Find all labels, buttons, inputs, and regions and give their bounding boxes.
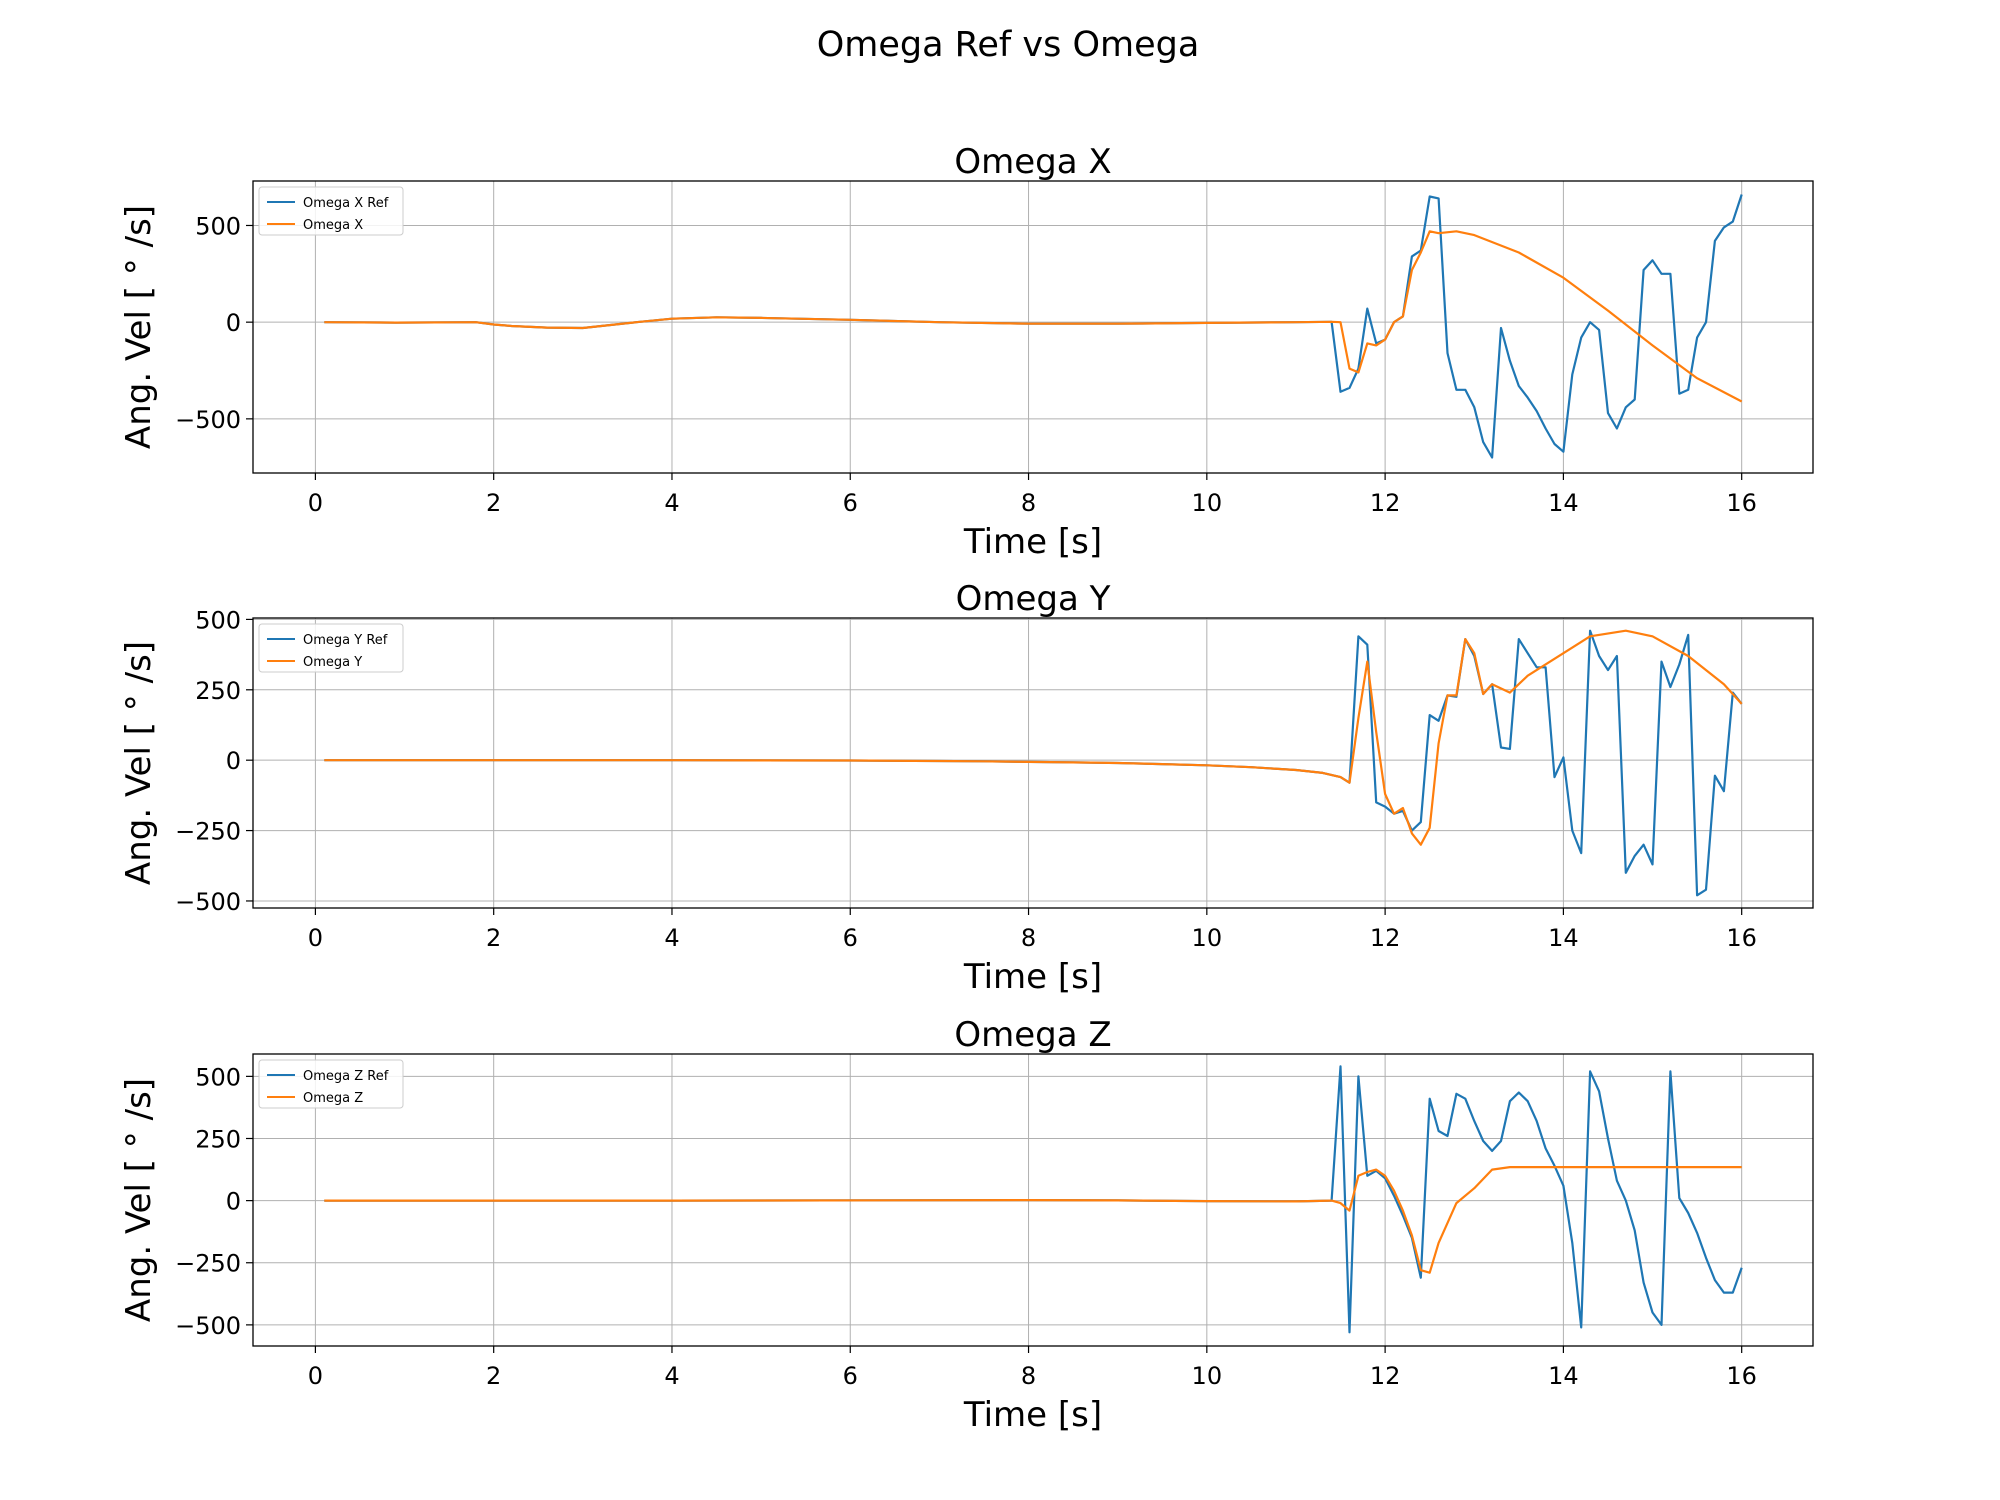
legend: Omega Z Ref Omega Z	[258, 1059, 404, 1109]
x-tick-label: 4	[664, 924, 679, 952]
x-tick-label: 6	[843, 924, 858, 952]
legend-entry: Omega Z	[303, 1091, 363, 1106]
x-tick-label: 0	[308, 1362, 323, 1390]
figure-title: Omega Ref vs Omega	[817, 25, 1200, 65]
y-tick-label: −500	[175, 888, 241, 916]
x-tick-label: 10	[1192, 1362, 1223, 1390]
x-tick-label: 12	[1370, 924, 1401, 952]
legend-entry: Omega Y Ref	[303, 633, 388, 648]
y-tick-label: 250	[195, 677, 241, 705]
x-tick-label: 2	[486, 489, 501, 517]
y-tick-label: −250	[175, 1250, 241, 1278]
x-tick-label: 6	[843, 1362, 858, 1390]
x-tick-label: 12	[1370, 489, 1401, 517]
x-tick-label: 4	[664, 1362, 679, 1390]
y-tick-label: −500	[175, 406, 241, 434]
axes-frame	[252, 617, 1814, 909]
axes-frame	[252, 1053, 1814, 1347]
subplot-title: Omega X	[954, 142, 1111, 182]
x-axis-label: Time [s]	[963, 957, 1102, 997]
x-tick-label: 10	[1192, 489, 1223, 517]
x-tick-label: 2	[486, 924, 501, 952]
subplot-title: Omega Z	[954, 1015, 1111, 1055]
y-tick-label: 0	[226, 747, 241, 775]
legend: Omega Y Ref Omega Y	[258, 623, 404, 673]
x-tick-label: 16	[1726, 1362, 1757, 1390]
x-tick-label: 2	[486, 1362, 501, 1390]
x-tick-label: 12	[1370, 1362, 1401, 1390]
subplot-title: Omega Y	[956, 579, 1111, 619]
x-tick-label: 14	[1548, 489, 1579, 517]
y-tick-label: 250	[195, 1125, 241, 1153]
series-line-omega-y	[324, 629, 1743, 846]
subplots: 0 2 4 6 8 10 12 14 16 −500 0 500 Omega X Time [s] Ang.…	[119, 142, 1814, 1435]
subplot-1: 0 2 4 6 8 10 12 14 16 −500 0 500 Omega X Time [s] Ang.…	[119, 142, 1814, 562]
subplot-2: 0 2 4 6 8 10 12 14 16 −500 −250 0 250 500 Omega Y Time …	[119, 579, 1814, 997]
x-tick-label: 8	[1021, 924, 1036, 952]
x-axis-label: Time [s]	[963, 1395, 1102, 1435]
axes-frame	[252, 180, 1814, 474]
legend-entry: Omega X	[303, 218, 363, 233]
x-tick-label: 16	[1726, 924, 1757, 952]
y-tick-label: 0	[226, 1188, 241, 1216]
x-tick-label: 8	[1021, 1362, 1036, 1390]
x-tick-label: 6	[843, 489, 858, 517]
y-tick-label: 500	[195, 606, 241, 634]
y-tick-label: −250	[175, 818, 241, 846]
legend-entry: Omega Z Ref	[303, 1069, 389, 1084]
x-tick-label: 8	[1021, 489, 1036, 517]
y-tick-label: 500	[195, 1063, 241, 1091]
x-tick-label: 16	[1726, 489, 1757, 517]
x-tick-label: 0	[308, 489, 323, 517]
x-tick-label: 14	[1548, 1362, 1579, 1390]
subplot-3: 0 2 4 6 8 10 12 14 16 −500 −250 0 250 500 Omega Z Time …	[119, 1015, 1814, 1435]
y-tick-label: 0	[226, 309, 241, 337]
x-tick-label: 14	[1548, 924, 1579, 952]
x-tick-label: 10	[1192, 924, 1223, 952]
y-tick-label: −500	[175, 1312, 241, 1340]
legend-entry: Omega X Ref	[303, 196, 389, 211]
x-axis-label: Time [s]	[963, 522, 1102, 562]
y-axis-label: Ang. Vel [ ° /s]	[119, 641, 159, 885]
legend-entry: Omega Y	[303, 655, 362, 670]
x-tick-label: 0	[308, 924, 323, 952]
series-line-omega-x	[324, 230, 1743, 403]
x-tick-label: 4	[664, 489, 679, 517]
series-line-omega-z	[324, 1165, 1742, 1274]
y-axis-label: Ang. Vel [ ° /s]	[119, 1078, 159, 1322]
y-axis-label: Ang. Vel [ ° /s]	[119, 205, 159, 449]
legend: Omega X Ref Omega X	[258, 186, 404, 236]
y-tick-label: 500	[195, 212, 241, 240]
series-line-omega-z-ref	[324, 1065, 1743, 1334]
series-line-omega-x-ref	[324, 194, 1743, 459]
